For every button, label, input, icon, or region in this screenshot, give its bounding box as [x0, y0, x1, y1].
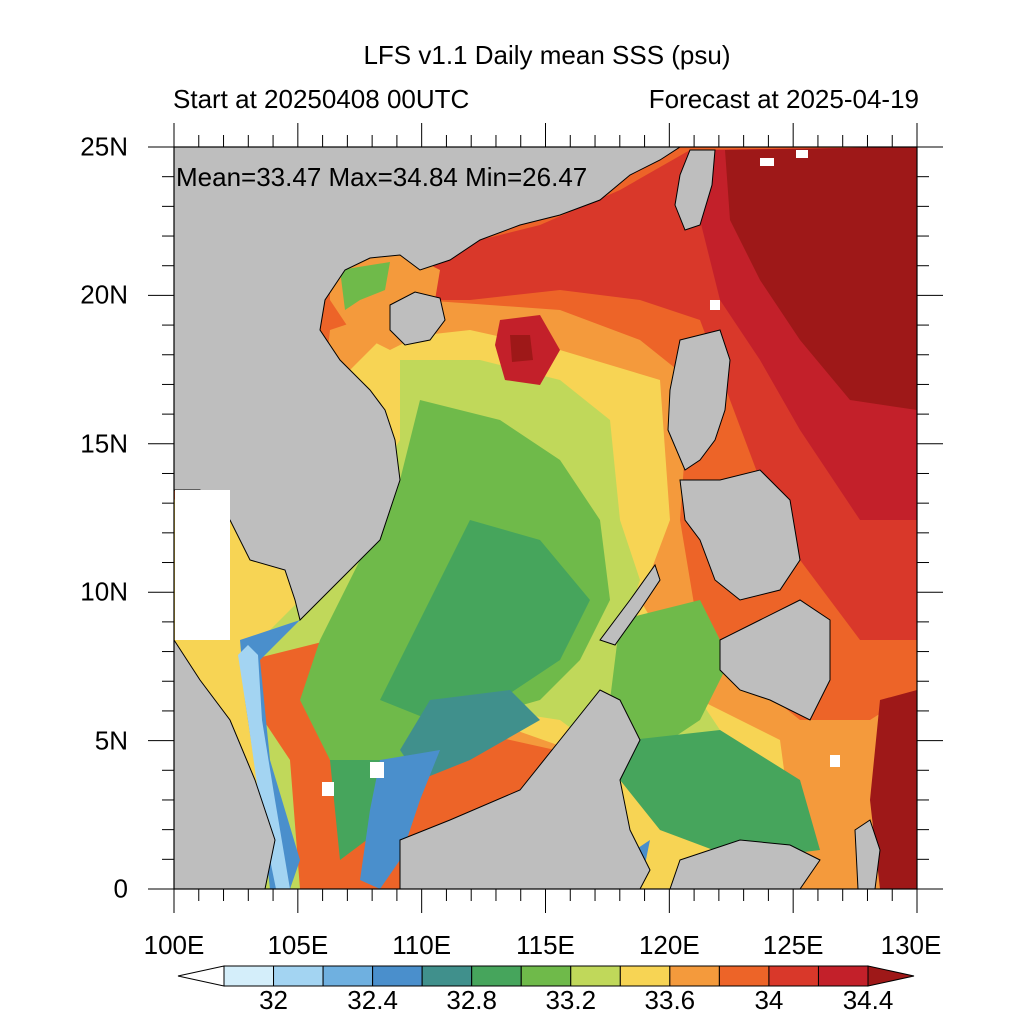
missing-patch — [830, 755, 840, 767]
colorbar-swatch — [223, 965, 275, 987]
visayas-islands — [679, 469, 801, 601]
colorbar-swatch — [619, 965, 671, 987]
missing-patch — [370, 762, 384, 778]
missing-patch — [710, 300, 720, 310]
band-coast-green — [340, 262, 390, 310]
mindanao-island — [719, 599, 831, 721]
colorbar-label: 33.2 — [545, 985, 597, 1015]
mainland-asia — [174, 147, 681, 621]
colorbar-swatch — [768, 965, 819, 987]
colorbar-label: 34.4 — [842, 985, 894, 1015]
band-lightblue — [238, 645, 290, 889]
missing-patch — [760, 158, 774, 166]
colorbar-label: 33.6 — [644, 985, 696, 1015]
sulawesi-island — [669, 839, 821, 889]
colorbar-swatch — [421, 965, 473, 987]
band-darkgreen — [330, 520, 820, 860]
map-axes — [148, 123, 943, 913]
forecast-date-label: Forecast at 2025-04-19 — [648, 84, 919, 114]
colorbar-swatch — [669, 965, 720, 987]
colorbar-label: 32 — [259, 985, 288, 1015]
colorbar — [177, 965, 915, 987]
lat-label: 5N — [94, 725, 128, 756]
colorbar-label: 32.4 — [347, 985, 398, 1015]
malay-peninsula — [174, 639, 276, 889]
colorbar-swatch — [520, 965, 572, 987]
luzon-island — [667, 329, 731, 471]
lat-label: 0 — [113, 873, 128, 904]
lat-label: 25N — [80, 131, 128, 162]
lon-label: 100E — [143, 930, 205, 960]
colorbar-swatch — [718, 965, 770, 987]
lat-label: 10N — [80, 576, 128, 607]
colorbar-swatch — [817, 965, 869, 987]
colorbar-swatch — [471, 965, 522, 987]
lon-label: 115E — [516, 930, 575, 960]
statistics-text: Mean=33.47 Max=34.84 Min=26.47 — [176, 162, 588, 192]
lat-label: 15N — [80, 428, 128, 459]
colorbar-swatch — [177, 965, 225, 987]
taiwan-island — [674, 149, 716, 231]
salinity-field — [174, 147, 917, 889]
palawan-island — [599, 563, 661, 646]
colorbar-swatch — [273, 965, 324, 987]
band-darkred — [510, 147, 917, 889]
colorbar-label: 32.8 — [446, 985, 497, 1015]
colorbar-swatch — [570, 965, 621, 987]
start-time-label: Start at 20250408 00UTC — [173, 84, 470, 114]
map-title: LFS v1.1 Daily mean SSS (psu) — [363, 40, 731, 70]
hainan-island — [389, 291, 446, 346]
lon-label: 125E — [762, 930, 824, 960]
lon-label: 110E — [392, 930, 452, 960]
lat-label: 20N — [80, 279, 128, 310]
lon-label: 120E — [638, 930, 700, 960]
lon-label: 130E — [880, 930, 942, 960]
missing-patch — [175, 490, 230, 640]
missing-patch — [796, 150, 808, 158]
colorbar-swatch — [867, 965, 915, 987]
colorbar-swatch — [322, 965, 374, 987]
borneo-island — [399, 689, 651, 889]
lon-label: 105E — [267, 930, 329, 960]
missing-patch — [322, 782, 334, 796]
colorbar-label: 34 — [754, 985, 784, 1015]
halmahera-island — [854, 819, 881, 889]
colorbar-swatch — [372, 965, 423, 987]
